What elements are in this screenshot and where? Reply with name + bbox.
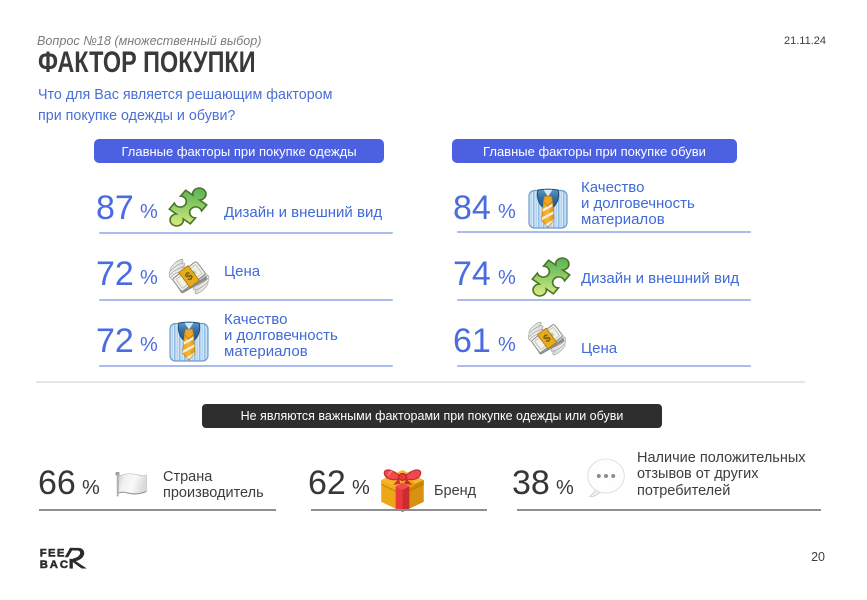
svg-text:BAC: BAC xyxy=(40,559,68,569)
svg-text:FEE: FEE xyxy=(40,547,65,559)
